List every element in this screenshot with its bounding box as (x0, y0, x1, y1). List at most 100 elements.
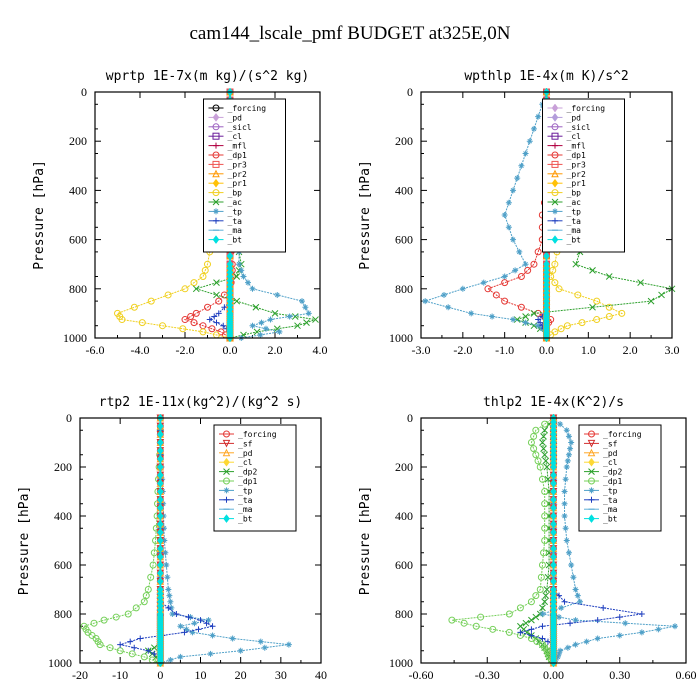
data-point (205, 617, 212, 624)
legend-label: _tp (567, 207, 582, 216)
legend-label: _cl (238, 458, 253, 467)
data-point (88, 631, 96, 639)
data-point (116, 647, 124, 655)
data-point (522, 313, 529, 320)
series-bt (550, 413, 557, 668)
panels-group: wprtp 1E-7x(m kg)/(s^2 kg) Pressure [hPa]… (17, 69, 697, 682)
legend-marker (588, 487, 595, 494)
data-point (168, 604, 175, 611)
y-tick-label: 800 (395, 282, 413, 296)
data-point (505, 199, 512, 206)
y-axis-label: Pressure [hPa] (32, 160, 47, 270)
y-tick-label: 800 (69, 282, 87, 296)
legend-label: _tp (603, 486, 618, 495)
data-point (578, 319, 586, 327)
legend-marker (223, 496, 230, 503)
legend-marker (551, 198, 559, 206)
legend-marker (212, 104, 220, 112)
panel-title: rtp2 1E-11x(kg^2)/(kg^2 s) (99, 395, 303, 410)
legend-label: _sicl (567, 123, 591, 132)
data-point (468, 310, 475, 317)
data-point (528, 616, 535, 624)
x-tick-label: 2.0 (623, 343, 638, 357)
data-point (564, 457, 571, 464)
legend-marker (551, 112, 559, 122)
legend-label: _pr3 (228, 160, 247, 169)
legend-label: _ac (567, 198, 582, 207)
data-point (561, 488, 568, 495)
figure-title: cam144_lscale_pmf BUDGET at325E,0N (190, 23, 511, 44)
data-point (527, 439, 535, 446)
data-point (530, 260, 538, 268)
legend-marker (552, 208, 558, 215)
data-point (173, 611, 180, 617)
legend-label: _pr2 (228, 170, 247, 179)
legend-label: _ta (567, 217, 582, 226)
data-point (616, 614, 623, 621)
legend-marker (588, 430, 595, 438)
legend-marker (212, 151, 220, 159)
data-point (541, 420, 549, 428)
data-point (556, 650, 563, 657)
y-tick-label: 0 (81, 85, 87, 99)
legend-label: _bt (228, 236, 243, 245)
data-point (556, 614, 563, 621)
data-point (539, 439, 546, 446)
data-point (567, 620, 574, 627)
data-point (163, 562, 170, 568)
legend-label: _mfl (228, 142, 247, 151)
data-point (533, 638, 541, 646)
data-point (181, 285, 189, 293)
data-point (257, 638, 264, 645)
data-point (535, 113, 542, 120)
legend-label: _pd (567, 113, 582, 122)
x-tick-label: -20 (72, 668, 88, 682)
data-point (185, 614, 192, 621)
legend-marker (588, 468, 595, 475)
legend-marker (551, 235, 559, 245)
legend-marker (551, 132, 559, 140)
data-point (164, 574, 171, 581)
data-point (572, 641, 579, 648)
y-tick-label: 200 (54, 460, 72, 474)
data-point (130, 303, 138, 311)
panel-title: wpthlp 1E-4x(m K)/s^2 (464, 69, 628, 84)
data-point (655, 626, 662, 633)
data-point (147, 297, 155, 305)
legend-marker (587, 448, 596, 457)
data-point (145, 647, 152, 654)
chart-panel-4: thlp2 1E-4x(K^2)/s Pressure [hPa] -0.60 -0.… (358, 395, 697, 682)
x-tick-label: -6.0 (86, 343, 105, 357)
data-point (150, 644, 158, 652)
data-point (540, 433, 547, 440)
legend-label: _pr2 (567, 170, 586, 179)
legend-marker (551, 169, 559, 178)
data-point (561, 500, 568, 507)
data-point (179, 325, 187, 333)
data-point (204, 260, 211, 268)
legend-label: _bt (567, 236, 582, 245)
data-point (140, 598, 148, 606)
data-point (229, 635, 236, 642)
data-point (539, 623, 546, 630)
data-point (233, 273, 241, 280)
data-point (165, 586, 172, 593)
data-point (448, 616, 456, 624)
x-tick-label: 20 (235, 668, 247, 682)
data-point (565, 433, 572, 440)
data-point (563, 537, 570, 544)
data-point (544, 475, 552, 483)
data-point (501, 297, 509, 305)
data-point (181, 316, 189, 324)
data-point (594, 635, 601, 642)
data-point (199, 273, 207, 280)
data-point (90, 619, 98, 627)
legend: _forcing_sf_pd_cl_dp2_dp1_tp_ta_ma_bt (578, 424, 662, 532)
data-point (477, 613, 485, 621)
data-point (167, 598, 174, 605)
data-point (528, 626, 535, 633)
data-point (106, 644, 114, 652)
chart-panel-2: wpthlp 1E-4x(m K)/s^2 Pressure [hPa] -3.0 -… (358, 69, 680, 357)
data-point (131, 644, 138, 651)
